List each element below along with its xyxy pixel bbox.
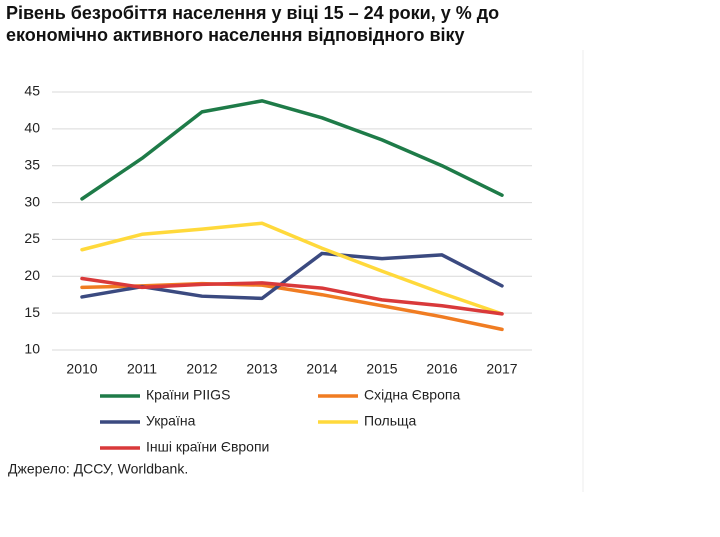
y-tick-label: 35 — [24, 156, 40, 172]
x-tick-label: 2011 — [127, 361, 157, 377]
chart-title: Рівень безробіття населення у віці 15 – … — [6, 3, 499, 23]
x-tick-label: 2014 — [306, 361, 337, 377]
y-tick-label: 45 — [24, 83, 40, 99]
y-tick-label: 40 — [24, 120, 40, 136]
x-tick-label: 2012 — [186, 361, 217, 377]
series-line — [80, 276, 504, 316]
x-tick-label: 2015 — [366, 361, 397, 377]
y-tick-label: 15 — [24, 304, 40, 320]
legend-label: Україна — [146, 413, 196, 429]
y-tick-label: 20 — [24, 267, 40, 283]
legend-label: Східна Європа — [364, 387, 460, 403]
chart-title: економічно активного населення відповідн… — [6, 25, 465, 45]
x-tick-label: 2010 — [66, 361, 97, 377]
series-line — [80, 99, 504, 201]
legend-label: Польща — [364, 413, 417, 429]
source-note: Джерело: ДССУ, Worldbank. — [8, 461, 188, 477]
x-tick-label: 2016 — [426, 361, 457, 377]
x-tick-label: 2013 — [246, 361, 277, 377]
series-line — [80, 221, 504, 316]
y-tick-label: 10 — [24, 341, 40, 357]
legend-label: Інші країни Європи — [146, 439, 269, 455]
x-tick-label: 2017 — [486, 361, 517, 377]
y-tick-label: 25 — [24, 230, 40, 246]
legend-label: Країни PIIGS — [146, 387, 230, 403]
y-tick-label: 30 — [24, 193, 40, 209]
